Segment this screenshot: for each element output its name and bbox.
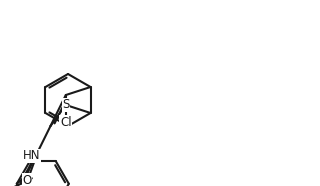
Text: S: S bbox=[62, 98, 69, 111]
Text: HN: HN bbox=[23, 149, 41, 162]
Text: Cl: Cl bbox=[60, 116, 72, 129]
Text: O: O bbox=[22, 174, 32, 186]
